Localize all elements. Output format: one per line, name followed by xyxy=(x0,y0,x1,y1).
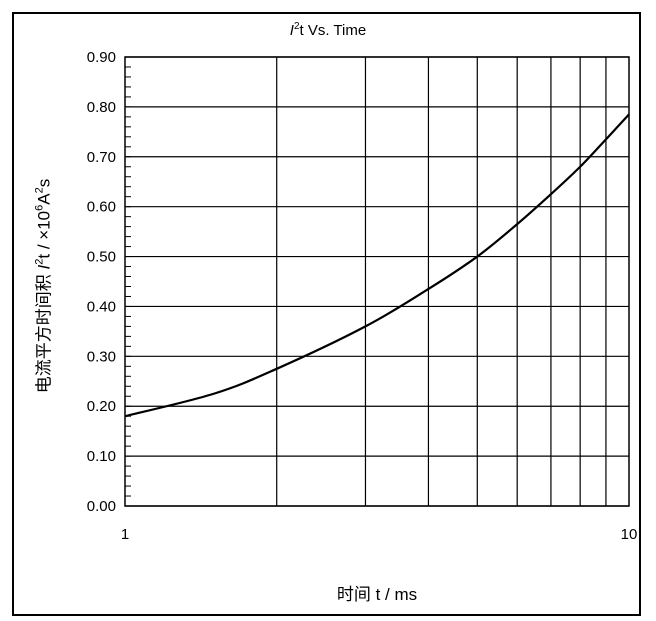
x-axis-label: 时间 t / ms xyxy=(336,585,418,604)
chart-frame xyxy=(12,12,641,616)
y-axis-label: 电流平方时间积 I2t / ×106A2s xyxy=(30,179,55,393)
x-tick-label: 1 xyxy=(121,526,129,543)
y-label-mid: t / ×10 xyxy=(34,210,54,259)
chart-title: I2t Vs. Time xyxy=(0,21,656,40)
y-label-sup3: 2 xyxy=(33,187,46,194)
y-tick-label: 0.00 xyxy=(87,498,116,515)
y-tick-label: 0.70 xyxy=(87,149,116,166)
y-tick-labels: 0.00 0.10 0.20 0.30 0.40 0.50 0.60 0.70 0.80 0.90 xyxy=(87,49,116,515)
y-tick-label: 0.20 xyxy=(87,398,116,415)
y-label-symbol: I xyxy=(34,264,54,270)
y-tick-label: 0.80 xyxy=(87,99,116,116)
minor-ticks xyxy=(125,56,131,507)
title-symbol: I xyxy=(289,22,294,39)
title-text: t Vs. Time xyxy=(299,22,367,39)
title-superscript: 2 xyxy=(293,21,300,32)
series-line xyxy=(124,113,630,418)
y-tick-label: 0.40 xyxy=(87,298,116,315)
y-tick-label: 0.10 xyxy=(87,448,116,465)
y-label-sup1: 2 xyxy=(33,258,46,265)
y-tick-label: 0.50 xyxy=(87,249,116,266)
y-label-suffix: s xyxy=(34,178,54,188)
y-tick-label: 0.30 xyxy=(87,348,116,365)
grid-lines xyxy=(125,56,629,507)
y-tick-label: 0.90 xyxy=(87,49,116,66)
y-label-sup2: 6 xyxy=(33,204,46,211)
y-tick-label: 0.60 xyxy=(87,199,116,216)
y-label-prefix: 电流平方时间积 xyxy=(34,269,54,394)
y-label-mid2: A xyxy=(34,193,54,205)
plot-area-border xyxy=(124,56,630,507)
x-tick-labels: 1 10 xyxy=(121,526,638,543)
x-tick-label: 10 xyxy=(621,526,638,543)
